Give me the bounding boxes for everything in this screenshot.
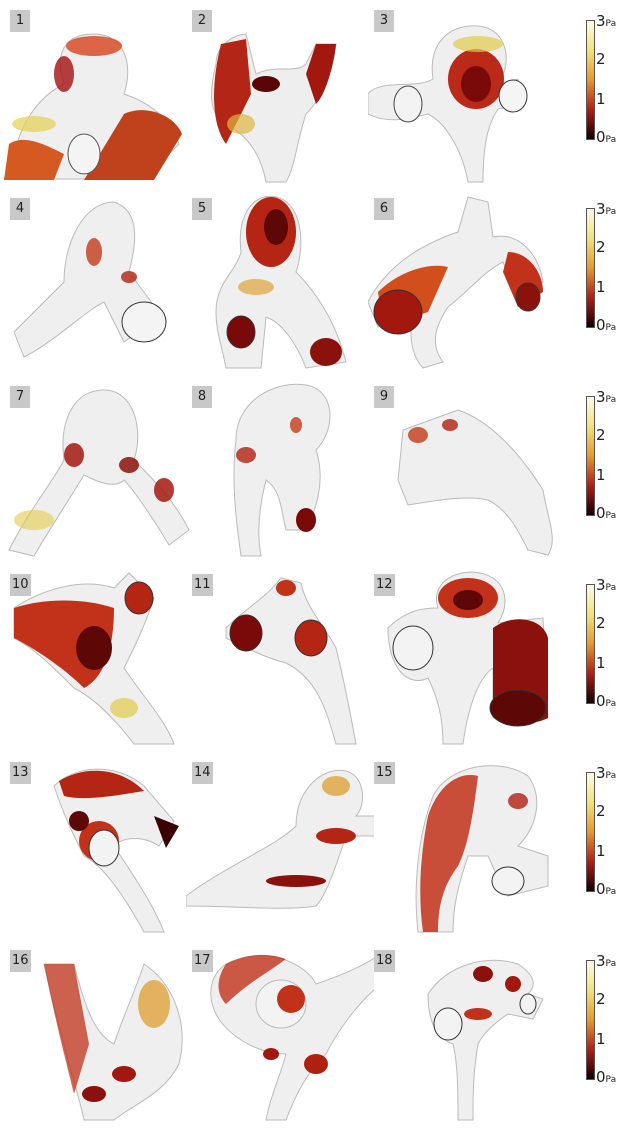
colorbar-tick-1: 1 — [596, 842, 606, 860]
aneurysm-render-6 — [368, 196, 544, 369]
aneurysm-panel-6: 6 — [368, 192, 556, 372]
panel-label-9: 9 — [374, 386, 394, 408]
panel-label-4: 4 — [10, 198, 30, 220]
colorbar-tick-3: 3Pa — [596, 12, 617, 30]
panel-label-16: 16 — [10, 950, 31, 972]
colorbar-tick-3: 3Pa — [596, 764, 617, 782]
aneurysm-render-10 — [13, 572, 175, 745]
panel-label-2: 2 — [192, 10, 212, 32]
colorbar-tick-0: 0Pa — [596, 1068, 617, 1086]
panel-label-1: 1 — [10, 10, 30, 32]
aneurysm-render-3 — [368, 25, 528, 183]
colorbar-tick-1: 1 — [596, 466, 606, 484]
panel-label-3: 3 — [374, 10, 394, 32]
colorbar-tick-3: 3Pa — [596, 952, 617, 970]
colorbar-tick-2: 2 — [596, 238, 606, 256]
aneurysm-render-17 — [210, 954, 374, 1121]
colorbar-tick-2: 2 — [596, 990, 606, 1008]
aneurysm-panel-2: 2 — [186, 4, 374, 184]
panel-label-7: 7 — [10, 386, 30, 408]
aneurysm-render-16 — [43, 963, 183, 1121]
colorbar-tick-0: 0Pa — [596, 504, 617, 522]
aneurysm-panel-1: 1 — [4, 4, 192, 184]
aneurysm-panel-7: 7 — [4, 380, 192, 560]
aneurysm-panel-18: 18 — [368, 944, 556, 1124]
aneurysm-render-18 — [427, 959, 544, 1121]
aneurysm-render-8 — [233, 383, 331, 557]
colorbar-tick-0: 0Pa — [596, 128, 617, 146]
colorbar-gradient — [586, 960, 595, 1080]
aneurysm-panel-15: 15 — [368, 756, 556, 936]
aneurysm-panel-3: 3 — [368, 4, 556, 184]
aneurysm-panel-14: 14 — [186, 756, 374, 936]
aneurysm-panel-16: 16 — [4, 944, 192, 1124]
colorbar-tick-1: 1 — [596, 90, 606, 108]
colorbar-gradient — [586, 584, 595, 704]
colorbar-row-6: 3Pa 2 1 0Pa — [586, 952, 622, 1086]
aneurysm-render-5 — [215, 195, 347, 369]
colorbar-tick-3: 3Pa — [596, 200, 617, 218]
colorbar-tick-1: 1 — [596, 278, 606, 296]
aneurysm-render-15 — [415, 765, 549, 933]
aneurysm-render-1 — [4, 33, 182, 180]
colorbar-row-3: 3Pa 2 1 0Pa — [586, 388, 622, 522]
aneurysm-render-7 — [8, 389, 190, 557]
colorbar-row-5: 3Pa 2 1 0Pa — [586, 764, 622, 898]
panel-label-15: 15 — [374, 762, 395, 784]
aneurysm-panel-5: 5 — [186, 192, 374, 372]
colorbar-tick-3: 3Pa — [596, 388, 617, 406]
panel-label-6: 6 — [374, 198, 394, 220]
panel-label-18: 18 — [374, 950, 395, 972]
aneurysm-render-13 — [53, 768, 179, 933]
colorbar-row-4: 3Pa 2 1 0Pa — [586, 576, 622, 710]
panel-label-13: 13 — [10, 762, 31, 784]
colorbar-row-2: 3Pa 2 1 0Pa — [586, 200, 622, 334]
aneurysm-panel-10: 10 — [4, 568, 192, 748]
aneurysm-panel-12: 12 — [368, 568, 556, 748]
colorbar-tick-0: 0Pa — [596, 880, 617, 898]
colorbar-tick-1: 1 — [596, 654, 606, 672]
colorbar-row-1: 3Pa 2 1 0Pa — [586, 12, 622, 146]
colorbar-tick-1: 1 — [596, 1030, 606, 1048]
panel-label-8: 8 — [192, 386, 212, 408]
aneurysm-render-2 — [211, 33, 337, 183]
aneurysm-panel-13: 13 — [4, 756, 192, 936]
aneurysm-render-4 — [13, 201, 167, 358]
colorbar-tick-0: 0Pa — [596, 316, 617, 334]
colorbar-tick-3: 3Pa — [596, 576, 617, 594]
colorbar-tick-2: 2 — [596, 426, 606, 444]
colorbar-gradient — [586, 772, 595, 892]
panel-label-5: 5 — [192, 198, 212, 220]
colorbar-gradient — [586, 20, 595, 140]
panel-label-17: 17 — [192, 950, 213, 972]
panel-label-10: 10 — [10, 574, 31, 596]
aneurysm-render-9 — [397, 409, 553, 556]
panel-label-12: 12 — [374, 574, 395, 596]
colorbar-gradient — [586, 208, 595, 328]
colorbar-tick-2: 2 — [596, 802, 606, 820]
colorbar-gradient — [586, 396, 595, 516]
colorbar-tick-2: 2 — [596, 614, 606, 632]
panel-label-11: 11 — [192, 574, 213, 596]
aneurysm-panel-9: 9 — [368, 380, 556, 560]
aneurysm-render-12 — [387, 571, 549, 745]
aneurysm-panel-8: 8 — [186, 380, 374, 560]
aneurysm-render-14 — [186, 769, 374, 909]
colorbar-tick-0: 0Pa — [596, 692, 617, 710]
aneurysm-panel-11: 11 — [186, 568, 374, 748]
aneurysm-panel-17: 17 — [186, 944, 374, 1124]
panel-label-14: 14 — [192, 762, 213, 784]
aneurysm-render-11 — [225, 577, 357, 745]
aneurysm-panel-4: 4 — [4, 192, 192, 372]
colorbar-tick-2: 2 — [596, 50, 606, 68]
